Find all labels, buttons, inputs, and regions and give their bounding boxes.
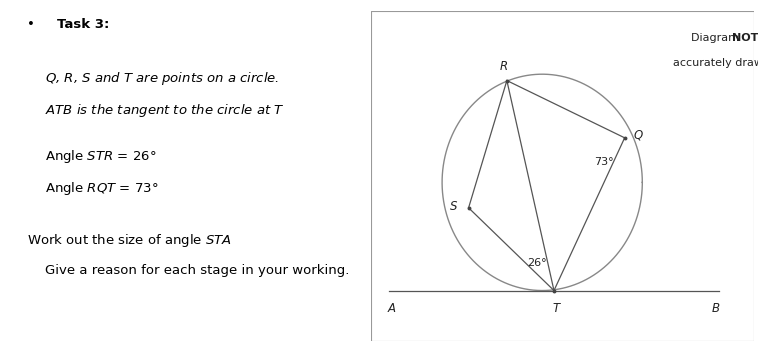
Text: $A$: $A$ <box>387 302 397 315</box>
Text: $T$: $T$ <box>552 302 562 315</box>
Text: $S$: $S$ <box>449 200 459 213</box>
Text: accurately drawn: accurately drawn <box>673 58 758 68</box>
Text: Give a reason for each stage in your working.: Give a reason for each stage in your wor… <box>45 264 350 277</box>
Text: $R$: $R$ <box>500 59 509 73</box>
Text: •: • <box>27 18 34 31</box>
Text: $Q$: $Q$ <box>634 128 644 142</box>
Text: Work out the size of angle $STA$: Work out the size of angle $STA$ <box>27 232 231 249</box>
Text: Diagram: Diagram <box>691 33 742 43</box>
Text: Angle $STR$ = 26$\degree$: Angle $STR$ = 26$\degree$ <box>45 148 157 165</box>
Text: $ATB$ is the tangent to the circle at $T$: $ATB$ is the tangent to the circle at $T… <box>45 102 285 119</box>
Text: Angle $RQT$ = 73$\degree$: Angle $RQT$ = 73$\degree$ <box>45 180 159 196</box>
Text: 26°: 26° <box>528 258 547 269</box>
Text: Task 3:: Task 3: <box>57 18 109 31</box>
Text: $Q$, $R$, $S$ and $T$ are points on a circle.: $Q$, $R$, $S$ and $T$ are points on a ci… <box>45 70 280 87</box>
Text: 73°: 73° <box>594 157 613 167</box>
Text: NOT: NOT <box>732 33 758 43</box>
Text: $B$: $B$ <box>711 302 721 315</box>
